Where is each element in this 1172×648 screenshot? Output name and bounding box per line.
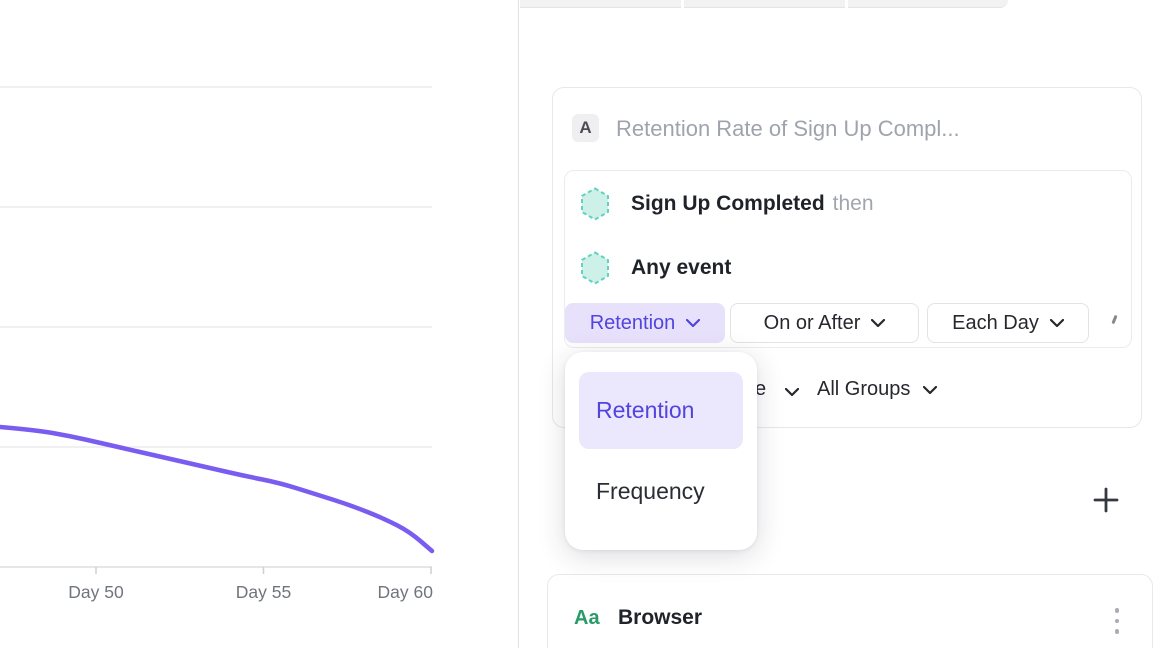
on-or-after-label: On or After (763, 311, 861, 334)
each-day-label: Each Day (952, 311, 1039, 334)
x-tick-label: Day 60 (378, 582, 434, 602)
grouping-row: e All Groups (553, 376, 1143, 406)
event-name: Any event (631, 256, 732, 279)
add-metric-button[interactable] (1086, 480, 1126, 520)
event-name: Sign Up Completed (631, 192, 825, 215)
all-groups-label: All Groups (817, 378, 911, 400)
retention-line[interactable] (0, 424, 435, 554)
chevron-down-icon (871, 319, 886, 327)
x-tick-label: Day 55 (236, 582, 291, 602)
event-row-sign-up-completed[interactable]: Sign Up Completed then (565, 187, 874, 221)
text-property-type-icon: Aa (574, 607, 600, 629)
menu-item-label: Retention (596, 397, 695, 423)
x-tick-label: Day 50 (68, 582, 124, 602)
retention-controls-row: Retention On or After Each Day (565, 303, 1133, 343)
event-hexagon-icon (581, 187, 609, 221)
event-row-any-event[interactable]: Any event (565, 251, 731, 285)
each-day-dropdown[interactable]: Each Day (927, 303, 1089, 343)
event-definition-card: Sign Up Completed then Any event Retenti… (564, 170, 1132, 348)
partially-hidden-dropdown-label[interactable]: e (755, 378, 767, 400)
retention-mode-dropdown[interactable]: Retention (565, 303, 725, 343)
property-card-browser[interactable]: Aa Browser (547, 574, 1153, 648)
plus-icon (1093, 487, 1119, 513)
property-name: Browser (618, 606, 703, 629)
menu-item-label: Frequency (596, 478, 705, 504)
retention-mode-menu: Retention Frequency (565, 352, 757, 550)
on-or-after-dropdown[interactable]: On or After (730, 303, 919, 343)
menu-item-retention[interactable]: Retention (579, 372, 743, 449)
kebab-menu-icon[interactable] (1106, 603, 1128, 639)
chevron-down-icon (923, 385, 938, 394)
metric-label-badge: A (572, 114, 599, 142)
query-builder-panel: A Retention Rate of Sign Up Compl... Sig… (519, 0, 1172, 648)
segmented-control-segment[interactable] (684, 0, 845, 8)
segmented-control-segment[interactable] (520, 0, 681, 8)
segmented-control-segment[interactable] (848, 0, 1008, 8)
event-hexagon-icon (581, 251, 609, 285)
chevron-down-icon (785, 388, 799, 396)
retention-mode-label: Retention (589, 311, 676, 334)
panel-divider (518, 0, 519, 648)
retention-chart: Day 50 Day 55 Day 60 (0, 0, 519, 648)
event-then-label: then (832, 192, 874, 215)
menu-item-frequency[interactable]: Frequency (579, 464, 743, 519)
all-groups-dropdown[interactable]: All Groups (817, 378, 938, 401)
chevron-down-icon (686, 319, 701, 327)
metric-card-a: A Retention Rate of Sign Up Compl... Sig… (552, 87, 1142, 428)
clipped-icon (1111, 314, 1118, 325)
metric-name-input[interactable]: Retention Rate of Sign Up Compl... (616, 116, 960, 141)
retention-chart-svg: Day 50 Day 55 Day 60 (0, 86, 435, 602)
chevron-down-icon (1049, 319, 1064, 327)
